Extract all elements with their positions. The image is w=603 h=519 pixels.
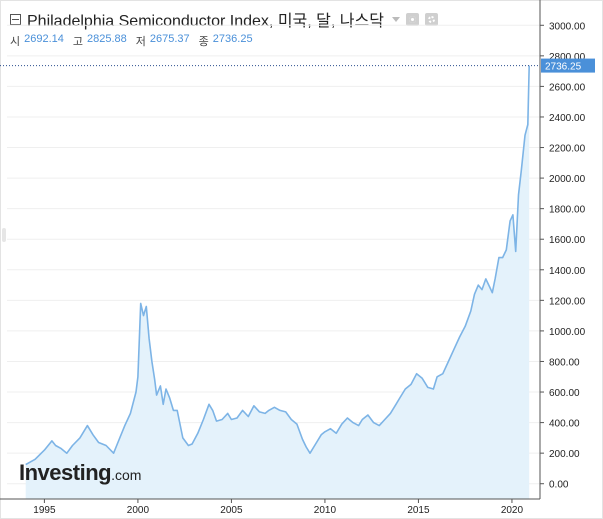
open-value: 2692.14 [24, 33, 64, 45]
x-tick-label-0: 1995 [33, 505, 56, 516]
y-tick-label-3: 600.00 [549, 388, 580, 399]
y-tick-label-10: 2000.00 [549, 174, 586, 185]
chevron-down-icon[interactable] [391, 16, 400, 22]
y-tick-label-7: 1400.00 [549, 266, 586, 277]
y-tick-label-0: 0.00 [549, 480, 569, 491]
low-value: 2675.37 [149, 33, 190, 45]
x-tick-label-2: 2005 [220, 505, 243, 516]
x-tick-label-3: 2010 [314, 505, 337, 516]
y-tick-label-14: 2800.00 [549, 52, 586, 63]
collapse-icon[interactable] [10, 13, 21, 25]
high-value: 2825.88 [87, 33, 127, 45]
low-label: 저 [135, 36, 146, 48]
y-tick-label-11: 2200.00 [549, 144, 586, 155]
y-tick-label-12: 2400.00 [549, 113, 586, 124]
last-price-label: 2736.25 [545, 62, 582, 73]
open-label: 시 [10, 36, 21, 48]
close-label: 종 [198, 36, 209, 48]
series-line [25, 65, 530, 466]
high-label: 고 [72, 36, 84, 48]
x-tick-label-4: 2015 [407, 505, 430, 516]
y-tick-label-15: 3000.00 [549, 21, 586, 32]
resize-handle[interactable] [2, 228, 6, 242]
y-tick-label-2: 400.00 [549, 419, 580, 430]
y-tick-label-1: 200.00 [549, 449, 580, 460]
series-area [25, 65, 530, 499]
x-tick-label-1: 2000 [127, 505, 150, 516]
y-tick-label-13: 2600.00 [549, 82, 586, 93]
y-tick-label-6: 1200.00 [549, 296, 586, 307]
eye-icon[interactable] [405, 12, 419, 26]
ohlc-row: 시 2692.14 고 2825.88 저 2675.37 종 2736.25 [10, 33, 438, 49]
y-tick-label-9: 1800.00 [549, 205, 586, 216]
logo-suffix-text: .com [111, 467, 142, 483]
y-tick-label-8: 1600.00 [549, 235, 586, 246]
logo-main-text: Investing [19, 460, 112, 485]
gear-icon[interactable] [424, 12, 438, 26]
x-tick-label-5: 2020 [501, 505, 524, 516]
close-value: 2736.25 [212, 33, 253, 45]
y-tick-label-5: 1000.00 [549, 327, 586, 338]
investing-logo: Investing.com [19, 460, 141, 486]
last-price-badge [541, 58, 595, 73]
y-tick-label-4: 800.00 [549, 357, 580, 368]
